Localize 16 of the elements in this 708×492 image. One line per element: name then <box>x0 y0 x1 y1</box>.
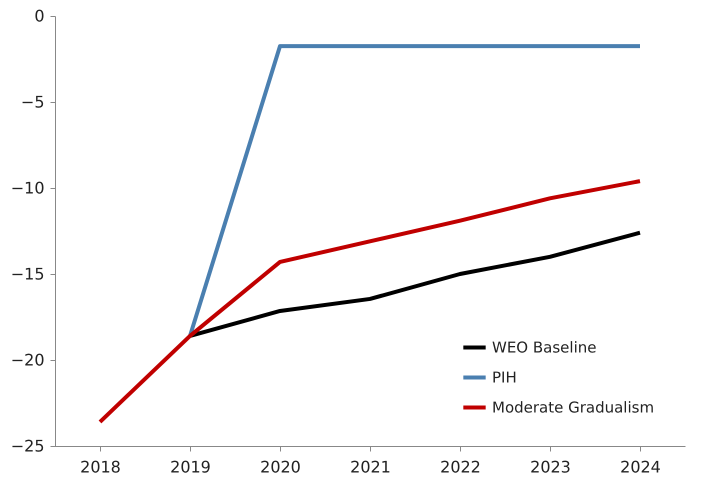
x-tick-label: 2021 <box>350 458 391 476</box>
x-tick-label: 2022 <box>440 458 481 476</box>
y-tick-label: −10 <box>10 178 44 198</box>
x-tick-label: 2024 <box>620 458 661 476</box>
legend-label: PIH <box>492 368 517 386</box>
legend-label: WEO Baseline <box>492 338 596 356</box>
legend-label: Moderate Gradualism <box>492 398 654 416</box>
y-tick-label: 0 <box>34 6 44 26</box>
x-tick-label: 2019 <box>170 458 211 476</box>
y-tick-label: −20 <box>10 350 44 370</box>
y-tick-label: −5 <box>20 92 44 112</box>
y-tick-label: −15 <box>10 264 44 284</box>
x-tick-label: 2023 <box>530 458 571 476</box>
y-tick-label: −25 <box>10 436 44 456</box>
x-tick-label: 2018 <box>80 458 121 476</box>
x-tick-label: 2020 <box>260 458 301 476</box>
